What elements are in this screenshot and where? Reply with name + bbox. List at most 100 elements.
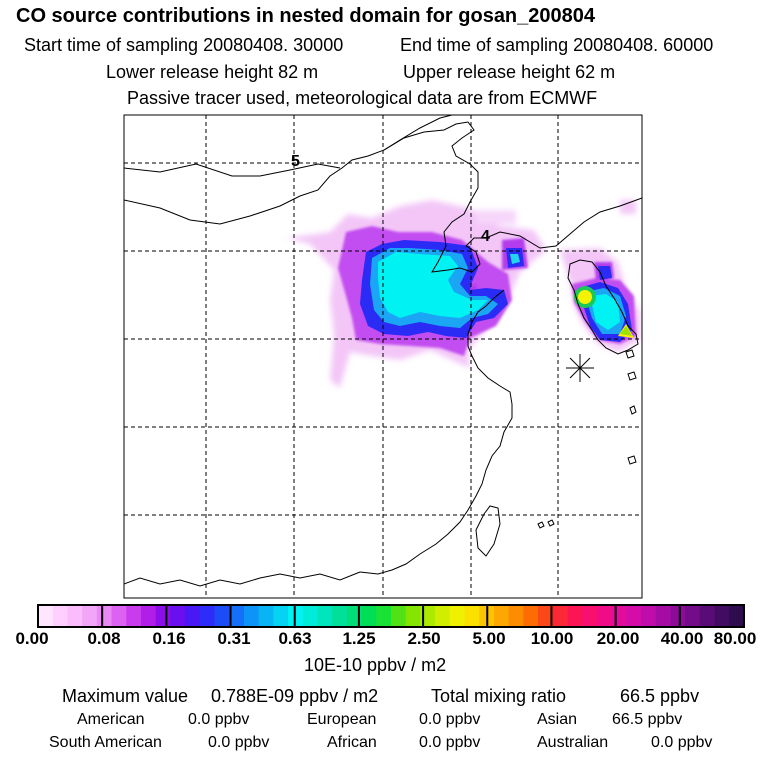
- colorbar-swatch: [626, 605, 642, 627]
- colorbar-swatch: [243, 605, 260, 627]
- colorbar-swatch: [670, 605, 686, 627]
- colorbar-tick-label: 1.25: [342, 629, 376, 648]
- plume-cyan-core: [590, 294, 620, 330]
- colorbar-tick-label: 0.08: [87, 629, 121, 648]
- colorbar-swatch: [552, 605, 568, 627]
- region-value: 66.5 ppbv: [612, 711, 683, 728]
- maximum-value-label: Maximum value: [62, 686, 189, 706]
- colorbar-swatch: [435, 605, 451, 627]
- colorbar-swatch: [493, 605, 510, 627]
- colorbar-swatch: [67, 605, 83, 627]
- colorbar-swatch: [317, 605, 333, 627]
- colorbar-swatch: [214, 605, 230, 627]
- receptor-star-icon: [566, 354, 594, 382]
- colorbar-swatch: [538, 605, 554, 627]
- colorbar-swatch: [376, 605, 392, 627]
- colorbar-swatch: [641, 605, 657, 627]
- border-north: [383, 115, 453, 151]
- colorbar-swatch: [111, 605, 127, 627]
- colorbar-swatch: [361, 605, 377, 627]
- colorbar-tick-label: 5.00: [472, 629, 506, 648]
- region-name: American: [77, 711, 145, 728]
- island-outline: [629, 405, 637, 415]
- colorbar-swatch: [229, 605, 245, 627]
- colorbar-swatch: [82, 605, 98, 627]
- plume-cyan-core: [378, 252, 488, 318]
- figure-title: CO source contributions in nested domain…: [16, 5, 596, 27]
- colorbar-swatch: [140, 605, 157, 627]
- colorbar-swatch: [391, 605, 407, 627]
- island-outline: [625, 349, 635, 359]
- hotspot-yellow: [578, 290, 592, 304]
- colorbar-tick-label: 10.00: [530, 629, 574, 648]
- region-value: 0.0 ppbv: [651, 734, 713, 751]
- colorbar-swatch: [52, 605, 68, 627]
- colorbar-swatch: [596, 605, 613, 627]
- island-outline: [627, 371, 637, 381]
- contour-label-4: 4: [481, 228, 490, 245]
- colorbar-tick-label: 0.16: [152, 629, 186, 648]
- coastline-south: [124, 571, 361, 587]
- colorbar-swatch: [96, 605, 113, 627]
- plume-cyan-core: [510, 254, 520, 264]
- colorbar-swatch: [273, 605, 289, 627]
- colorbar-swatch: [170, 605, 186, 627]
- colorbar-swatch: [302, 605, 318, 627]
- map-frame: [123, 114, 643, 599]
- colorbar-swatch: [699, 605, 716, 627]
- island-outline: [627, 455, 637, 465]
- region-name: South American: [49, 734, 162, 751]
- colorbar-swatch: [655, 605, 671, 627]
- colorbar-swatch: [185, 605, 201, 627]
- upper-release-label: Upper release height 62 m: [403, 62, 616, 82]
- hotspot-max-core: [620, 326, 632, 336]
- colorbar-swatch: [508, 605, 524, 627]
- region-name: Australian: [537, 734, 609, 751]
- colorbar-swatch: [126, 605, 142, 627]
- lower-release-label: Lower release height 82 m: [106, 62, 319, 82]
- colorbar-tick-label: 80.00: [713, 629, 757, 648]
- region-name: Asian: [537, 711, 578, 728]
- end-time-label: End time of sampling 20080408. 60000: [400, 35, 714, 55]
- colorbar-swatch: [729, 605, 745, 627]
- colorbar-tick-label: 20.00: [596, 629, 640, 648]
- colorbar-swatch: [420, 605, 436, 627]
- colorbar-unit-label: 10E-10 ppbv / m2: [304, 655, 447, 675]
- colorbar-frame: [37, 604, 745, 628]
- colorbar-swatch: [464, 605, 480, 627]
- region-value: 0.0 ppbv: [188, 711, 250, 728]
- colorbar-swatch: [155, 605, 171, 627]
- region-name: African: [327, 734, 377, 751]
- coastline-north: [124, 121, 642, 273]
- map-gridlines: [124, 115, 642, 598]
- colorbar-tick-label: 0.00: [15, 629, 49, 648]
- total-mixing-value: 66.5 ppbv: [620, 686, 700, 706]
- island-outline: [547, 519, 555, 527]
- colorbar-swatch: [523, 605, 539, 627]
- colorbar-swatch: [567, 605, 583, 627]
- total-mixing-label: Total mixing ratio: [431, 686, 567, 706]
- region-name: European: [307, 711, 377, 728]
- colorbar-swatch: [685, 605, 701, 627]
- border-mongolia: [124, 163, 341, 177]
- colorbar-tick-label: 40.00: [660, 629, 704, 648]
- tracer-info-label: Passive tracer used, meteorological data…: [127, 88, 598, 108]
- contour-label-5: 5: [291, 153, 300, 170]
- concentration-field: [286, 200, 640, 388]
- region-value: 0.0 ppbv: [208, 734, 270, 751]
- colorbar-tick-label: 2.50: [407, 629, 441, 648]
- colorbar-swatch: [38, 605, 54, 627]
- taiwan-outline: [475, 505, 501, 557]
- colorbar-swatch: [582, 605, 598, 627]
- colorbar-tick-label: 0.31: [217, 629, 251, 648]
- colorbar-swatch: [405, 605, 421, 627]
- colorbar: [38, 605, 745, 627]
- start-time-label: Start time of sampling 20080408. 30000: [24, 35, 344, 55]
- colorbar-swatch: [332, 605, 348, 627]
- colorbar-swatch: [714, 605, 730, 627]
- colorbar-tick-label: 0.63: [278, 629, 312, 648]
- island-outline: [537, 521, 545, 529]
- region-value: 0.0 ppbv: [419, 711, 481, 728]
- colorbar-swatch: [449, 605, 466, 627]
